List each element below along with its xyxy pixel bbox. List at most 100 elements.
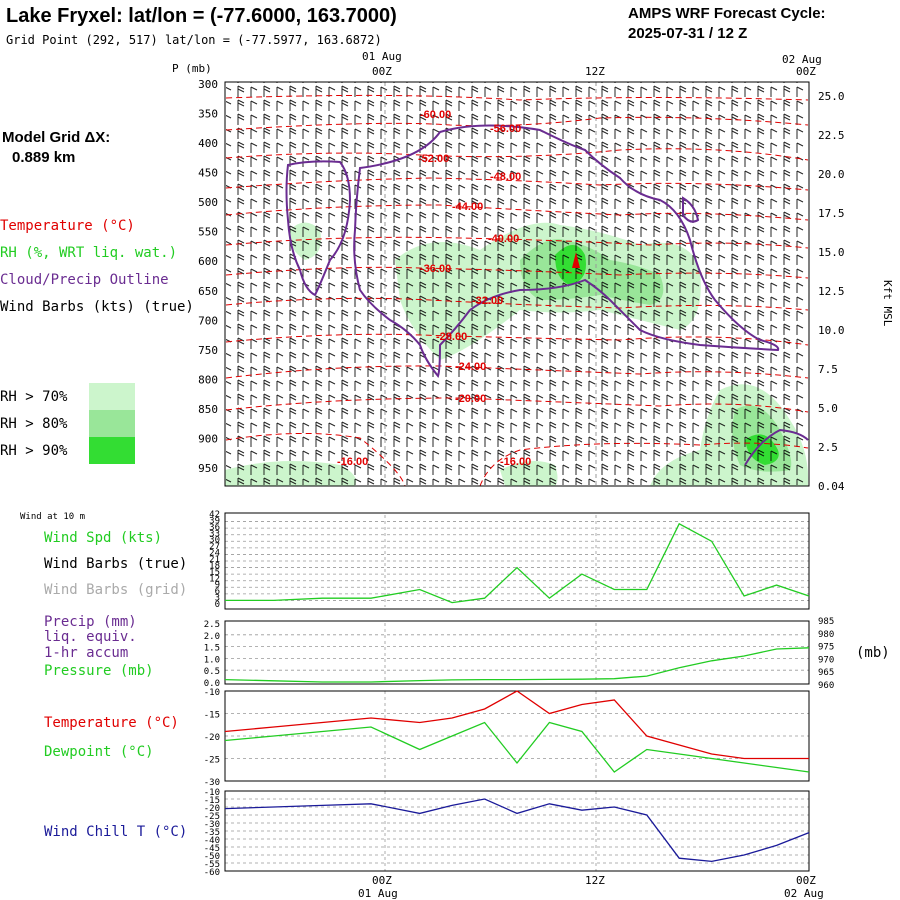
- cross-section-panel: -60.00 -56.00 -52.00 -48.00 -44.00 -40.0…: [198, 78, 894, 493]
- wind-speed-tick: 36: [209, 523, 220, 533]
- temp-tick: -10: [204, 688, 220, 698]
- pressure-mb-tick: 965: [818, 668, 834, 678]
- isotherm-label-m16b: -16.00: [500, 456, 531, 468]
- chill-tick: -35: [204, 828, 220, 838]
- cloud-outline-surface: [744, 428, 809, 466]
- temp-tick: -20: [204, 733, 220, 743]
- wind-speed-tick: 27: [209, 542, 220, 552]
- pressure-axis-label: P (mb): [172, 62, 212, 75]
- precip-pressure-panel: Precip (mm) liq. equiv. 1-hr accum Press…: [44, 614, 890, 691]
- temp-tick: -30: [204, 778, 220, 788]
- cloud-outline-left: [285, 160, 352, 297]
- height-tick: 17.5: [818, 207, 845, 220]
- height-tick: 12.5: [818, 285, 845, 298]
- chill-tick: -50: [204, 852, 220, 862]
- chill-tick: -55: [204, 860, 220, 870]
- isotherm-label-m28: -28.00: [436, 331, 467, 343]
- legend-rh: RH (%, WRT liq. wat.): [0, 245, 177, 261]
- temp-tick: -25: [204, 756, 220, 766]
- precip-panel-frame: [224, 620, 810, 685]
- top-date-2: 02 Aug: [782, 53, 822, 66]
- chill-tick: -40: [204, 836, 220, 846]
- wind-speed-line: [225, 522, 810, 604]
- temperature-panel-frame: [224, 690, 810, 782]
- label-wind-speed: Wind Spd (kts): [44, 530, 162, 546]
- precip-tick: 0.0: [204, 679, 220, 689]
- isotherm-label-m44: -44.00: [452, 201, 483, 213]
- pressure-tick: 500: [198, 196, 218, 209]
- wind-chill-line: [224, 798, 810, 863]
- dewpoint-line: [224, 721, 810, 773]
- wind-10m-panel: Wind at 10 m Wind Spd (kts) Wind Barbs (…: [20, 510, 810, 610]
- pressure-mb-tick: 970: [818, 655, 834, 665]
- precip-tick: 0.5: [204, 667, 220, 677]
- height-tick: 10.0: [818, 324, 845, 337]
- wind-chill-panel-frame: [224, 790, 810, 872]
- precip-panel-gridlines: [225, 623, 809, 682]
- label-wind-chill: Wind Chill T (°C): [44, 824, 187, 840]
- wind-speed-tick: 24: [209, 549, 220, 559]
- chart-title: Lake Fryxel: lat/lon = (-77.6000, 163.70…: [6, 5, 397, 27]
- isotherm-label-m52: -52.00: [418, 153, 449, 165]
- precip-tick: 2.5: [204, 620, 220, 630]
- temperature-series: [224, 690, 810, 773]
- isotherm-lines: [225, 94, 809, 487]
- wind-chill-gridlines: [225, 791, 809, 871]
- precip-axes: 2.5 2.0 1.51.0 0.5 0.0 985 980 975 970 965 960: [204, 617, 835, 691]
- cross-section-frame: [224, 81, 810, 487]
- label-pressure: Pressure (mb): [44, 663, 154, 679]
- isotherm-label-m60: -60.00: [420, 109, 451, 121]
- cloud-outline-right: [682, 196, 700, 223]
- label-wind-barbs-true: Wind Barbs (true): [44, 556, 187, 572]
- isotherm-label-m48: -48.00: [490, 171, 521, 183]
- pressure-mb-tick: 985: [818, 617, 834, 627]
- bottom-hour-00z-end: 00Z: [796, 874, 816, 887]
- wind-speed-tick: 39: [209, 516, 220, 526]
- wind-speed-tick: 33: [209, 529, 220, 539]
- chill-tick: -15: [204, 796, 220, 806]
- cycle-value: 2025-07-31 / 12 Z: [628, 25, 747, 42]
- pressure-axis: 300 350 400 450 500 550 600 650 700 750 800 850 900 9…: [198, 78, 218, 475]
- pressure-tick: 600: [198, 255, 218, 268]
- chill-tick: -45: [204, 844, 220, 854]
- bottom-date-1: 01 Aug: [358, 887, 398, 900]
- rh80-swatch: [89, 410, 135, 437]
- pressure-tick: 800: [198, 373, 218, 386]
- pressure-tick: 750: [198, 344, 218, 357]
- label-liq-equiv: liq. equiv.: [44, 629, 137, 645]
- wind-speed-tick: 21: [209, 555, 220, 565]
- grid-point-subtitle: Grid Point (292, 517) lat/lon = (-77.597…: [6, 33, 382, 47]
- height-tick: 25.0: [818, 90, 845, 103]
- label-dewpoint: Dewpoint (°C): [44, 744, 154, 760]
- wind-panel-frame: [224, 512, 810, 610]
- top-hour-00z-end: 00Z: [796, 65, 816, 78]
- height-tick: 22.5: [818, 129, 845, 142]
- chill-tick: -20: [204, 804, 220, 814]
- wind-speed-tick: 9: [215, 581, 220, 591]
- pressure-mb-tick: 975: [818, 643, 834, 653]
- wind-10m-header: Wind at 10 m: [20, 512, 85, 522]
- pressure-tick: 400: [198, 137, 218, 150]
- label-accum: 1-hr accum: [44, 645, 128, 661]
- pressure-series: [224, 647, 810, 683]
- pressure-tick: 950: [198, 462, 218, 475]
- height-tick: 20.0: [818, 168, 845, 181]
- wind-chill-series: [224, 798, 810, 863]
- wind-speed-series: [225, 522, 810, 604]
- bottom-hour-00z: 00Z: [372, 874, 392, 887]
- isotherm-label-m20: -20.00: [455, 393, 486, 405]
- isotherm-label-m16a: -16.00: [337, 456, 368, 468]
- wind-speed-tick: 42: [209, 510, 220, 520]
- wind-chill-panel: Wind Chill T (°C) -10-15-20-25-30-35-40-…: [44, 788, 810, 878]
- height-tick: 5.0: [818, 402, 838, 415]
- wind-speed-tick: 15: [209, 568, 220, 578]
- pressure-tick: 900: [198, 432, 218, 445]
- wind-speed-tick: 3: [215, 594, 220, 604]
- precip-tick: 1.5: [204, 644, 220, 654]
- legend-rh90: RH > 90%: [0, 443, 68, 459]
- legend-rh70: RH > 70%: [0, 389, 68, 405]
- wind-speed-tick: 12: [209, 574, 220, 584]
- wind-speed-tick: 30: [209, 536, 220, 546]
- height-axis-label: Kft MSL: [881, 280, 894, 327]
